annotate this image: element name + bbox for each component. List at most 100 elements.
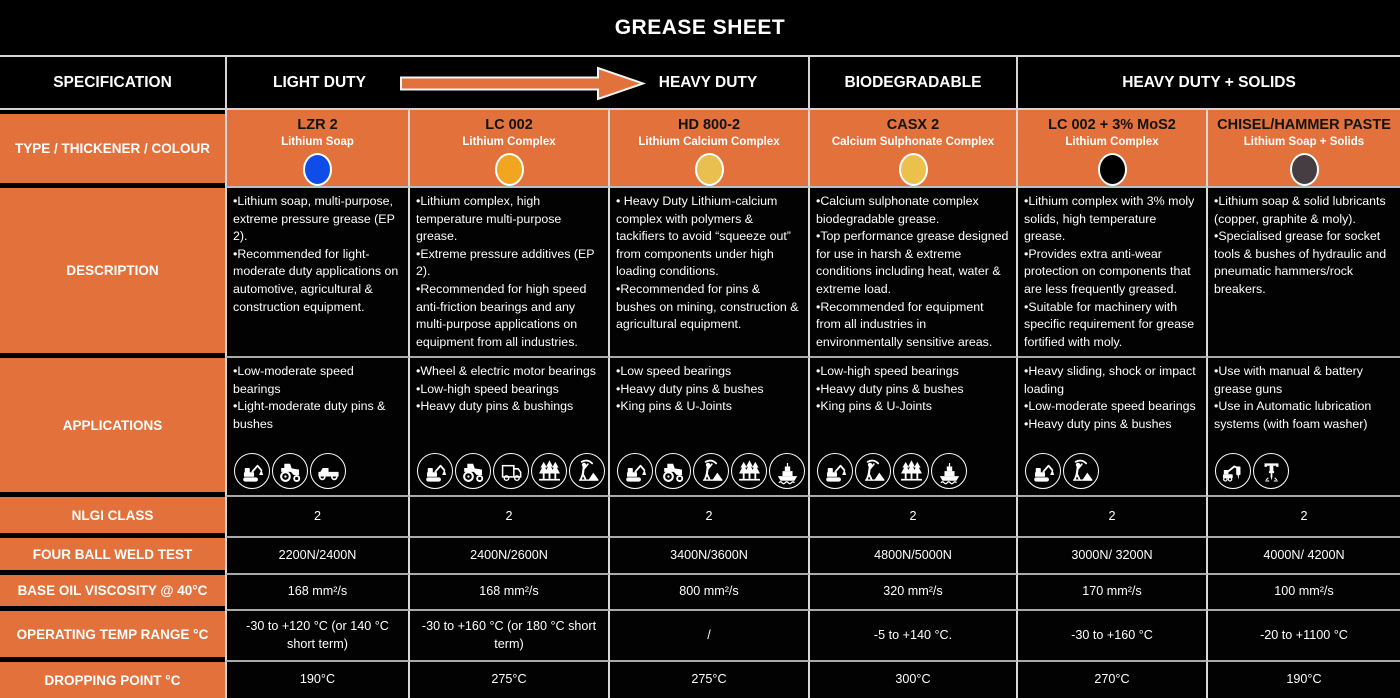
dropping-point-value: 275°C: [410, 662, 610, 698]
ship-icon: [931, 453, 967, 489]
four-ball-value: 4800N/5000N: [810, 538, 1018, 575]
bullet-item: •Low-high speed bearings: [416, 381, 559, 396]
bullet-item: •Recommended for light-moderate duty app…: [233, 246, 399, 314]
jackhammer-icon: [1253, 453, 1289, 489]
grease-colour-dot: [1097, 153, 1127, 186]
bullet-item: •Low-high speed bearings: [816, 364, 959, 378]
nlgi-value: 2: [225, 497, 410, 538]
tractor-icon: [455, 453, 491, 489]
applications-cell: •Wheel & electric motor bearings •Low-hig…: [410, 358, 610, 497]
bullet-item: •King pins & U-Joints: [616, 399, 732, 414]
description-cell: •Calcium sulphonate complex biodegradabl…: [810, 188, 1018, 358]
description-cell: •Lithium soap, multi-purpose, extreme pr…: [225, 188, 410, 358]
bullet-item: •Provides extra anti-wear protection on …: [1024, 246, 1191, 297]
header-specification: SPECIFICATION: [0, 57, 225, 110]
viscosity-value: 100 mm²/s: [1208, 575, 1400, 611]
forestry-icon: [731, 453, 767, 489]
product-name: LC 002: [485, 117, 533, 133]
row-label-viscosity: BASE OIL VISCOSITY @ 40°C: [0, 575, 225, 611]
bullet-item: •Extreme pressure additives (EP 2).: [416, 246, 595, 279]
bullet-item: •Low-moderate speed bearings: [1024, 399, 1196, 414]
ship-icon: [769, 453, 805, 489]
dropping-point-value: 190°C: [225, 662, 410, 698]
bullet-item: •Light-moderate duty pins & bushes: [233, 399, 386, 431]
excavator-icon: [417, 453, 453, 489]
product-name: LC 002 + 3% MoS2: [1048, 117, 1176, 133]
applications-cell: •Low-moderate speed bearings •Light-moder…: [225, 358, 410, 497]
excavator-icon: [234, 453, 270, 489]
tractor-icon: [655, 453, 691, 489]
nlgi-value: 2: [1018, 497, 1208, 538]
row-label-description: DESCRIPTION: [0, 188, 225, 358]
row-label-four-ball: FOUR BALL WELD TEST: [0, 538, 225, 575]
bullet-item: •Use with manual & battery grease guns: [1214, 364, 1363, 396]
thickener-type: Calcium Sulphonate Complex: [831, 136, 995, 149]
temp-range-value: -30 to +160 °C: [1018, 611, 1208, 662]
bullet-item: •Recommended for pins & bushes on mining…: [616, 282, 799, 332]
dropping-point-value: 275°C: [610, 662, 810, 698]
type-cell: HD 800-2 Lithium Calcium Complex: [610, 110, 810, 188]
bullet-item: •Lithium soap & solid lubricants (copper…: [1214, 194, 1386, 226]
excavator-icon: [817, 453, 853, 489]
nlgi-value: 2: [810, 497, 1018, 538]
dropping-point-value: 190°C: [1208, 662, 1400, 698]
grease-colour-dot: [494, 153, 524, 186]
thickener-type: Lithium Soap + Solids: [1243, 136, 1365, 149]
header-heavy-duty: HEAVY DUTY: [658, 73, 758, 91]
product-name: CASX 2: [886, 117, 940, 133]
row-label-applications: APPLICATIONS: [0, 358, 225, 497]
nlgi-value: 2: [1208, 497, 1400, 538]
excavator-icon: [1025, 453, 1061, 489]
description-cell: •Lithium soap & solid lubricants (copper…: [1208, 188, 1400, 358]
product-name: CHISEL/HAMMER PASTE: [1217, 117, 1391, 133]
grease-colour-dot: [1289, 153, 1319, 186]
row-label-type: TYPE / THICKENER / COLOUR: [0, 110, 225, 188]
dropping-point-value: 270°C: [1018, 662, 1208, 698]
viscosity-value: 168 mm²/s: [225, 575, 410, 611]
temp-range-value: -5 to +140 °C.: [810, 611, 1018, 662]
four-ball-value: 2400N/2600N: [410, 538, 610, 575]
breaker-rig-icon: [1215, 453, 1251, 489]
applications-cell: •Low-high speed bearings •Heavy duty pins…: [810, 358, 1018, 497]
type-cell: LC 002 Lithium Complex: [410, 110, 610, 188]
bullet-item: •Top performance grease designed for use…: [816, 229, 1009, 297]
viscosity-value: 170 mm²/s: [1018, 575, 1208, 611]
bullet-item: •Recommended for equipment from all indu…: [816, 299, 993, 349]
mining-icon: [855, 453, 891, 489]
applications-cell: •Low speed bearings •Heavy duty pins & bu…: [610, 358, 810, 497]
bullet-item: •Specialised grease for socket tools & b…: [1214, 229, 1387, 297]
temp-range-value: -20 to +1100 °C: [1208, 611, 1400, 662]
box-truck-icon: [493, 453, 529, 489]
row-label-dropping-point: DROPPING POINT °C: [0, 662, 225, 698]
nlgi-value: 2: [610, 497, 810, 538]
grease-colour-dot: [303, 153, 332, 186]
thickener-type: Lithium Soap: [281, 136, 354, 149]
forestry-icon: [893, 453, 929, 489]
type-cell: CHISEL/HAMMER PASTE Lithium Soap + Solid…: [1208, 110, 1400, 188]
bullet-item: •Lithium complex with 3% moly solids, hi…: [1024, 194, 1195, 244]
pickup-truck-icon: [310, 453, 346, 489]
bullet-item: •Heavy sliding, shock or impact loading: [1024, 364, 1196, 396]
forestry-icon: [531, 453, 567, 489]
header-heavy-duty-solids: HEAVY DUTY + SOLIDS: [1018, 57, 1400, 110]
applications-cell: •Use with manual & battery grease guns •U…: [1208, 358, 1400, 497]
viscosity-value: 320 mm²/s: [810, 575, 1018, 611]
row-label-temp-range: OPERATING TEMP RANGE °C: [0, 611, 225, 662]
excavator-icon: [617, 453, 653, 489]
nlgi-value: 2: [410, 497, 610, 538]
bullet-item: •Low-moderate speed bearings: [233, 364, 354, 396]
description-cell: •Lithium complex, high temperature multi…: [410, 188, 610, 358]
tractor-icon: [272, 453, 308, 489]
grease-colour-dot: [694, 153, 724, 186]
type-cell: LC 002 + 3% MoS2 Lithium Complex: [1018, 110, 1208, 188]
header-biodegradable: BIODEGRADABLE: [810, 57, 1018, 110]
mining-icon: [1063, 453, 1099, 489]
bullet-item: •Recommended for high speed anti-frictio…: [416, 282, 587, 349]
thickener-type: Lithium Calcium Complex: [638, 136, 780, 149]
bullet-item: •Lithium complex, high temperature multi…: [416, 194, 562, 244]
bullet-item: •Low speed bearings: [616, 364, 732, 378]
temp-range-value: -30 to +160 °C (or 180 °C short term): [410, 611, 610, 662]
type-cell: LZR 2 Lithium Soap: [225, 110, 410, 188]
sheet-title: GREASE SHEET: [0, 0, 1400, 57]
